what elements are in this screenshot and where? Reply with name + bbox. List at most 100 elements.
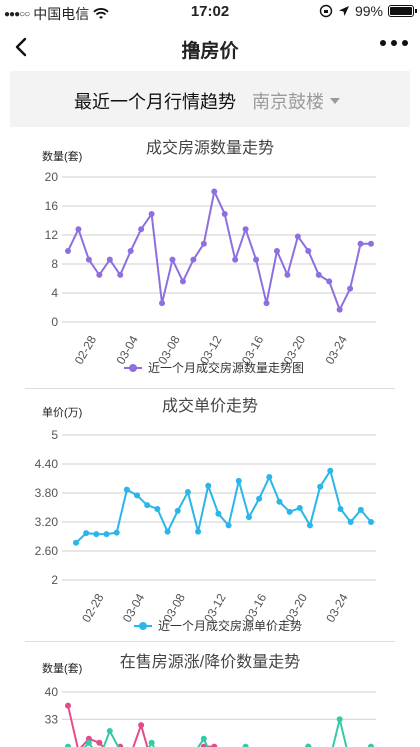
- data-point: [221, 210, 228, 217]
- city-name: 南京鼓楼: [252, 92, 324, 112]
- location-arrow-icon: [338, 6, 349, 16]
- data-point: [148, 210, 155, 217]
- data-point: [368, 519, 374, 525]
- nav-bar: 撸房价: [0, 24, 420, 70]
- wifi-icon: [93, 8, 109, 19]
- signal-strength-icon: ●●●○○: [4, 8, 30, 20]
- data-point: [85, 739, 92, 746]
- data-point: [96, 271, 103, 278]
- chart-ylabel-volume: 数量(套): [42, 151, 83, 163]
- chart-title-listing: 在售房源涨/降价数量走势: [119, 654, 301, 671]
- data-point: [347, 519, 354, 525]
- y-tick-label: 2: [51, 573, 58, 587]
- data-point: [326, 278, 333, 285]
- back-button[interactable]: [8, 32, 38, 62]
- page-title: 撸房价: [181, 41, 239, 62]
- y-tick-label: 2.60: [35, 544, 59, 558]
- data-point: [93, 531, 100, 538]
- series-line: [75, 468, 372, 544]
- y-tick-label: 33: [45, 712, 59, 726]
- x-tick-label: 02-28: [72, 333, 100, 367]
- data-point: [336, 716, 343, 723]
- more-dot-icon: [380, 40, 386, 46]
- battery-percent: 99%: [354, 3, 383, 19]
- data-point: [225, 522, 232, 529]
- data-point: [245, 514, 252, 521]
- data-point: [273, 247, 280, 254]
- data-point: [232, 256, 239, 263]
- data-point: [242, 226, 249, 233]
- data-point: [154, 505, 161, 512]
- data-point: [113, 529, 120, 536]
- data-point: [305, 247, 312, 254]
- data-point: [200, 240, 207, 247]
- data-point: [200, 735, 207, 742]
- series-line: [67, 719, 372, 747]
- data-point: [276, 498, 283, 505]
- y-tick-label: 40: [45, 685, 59, 699]
- x-tick-label: 03-24: [323, 591, 351, 625]
- y-tick-label: 0: [51, 315, 58, 329]
- y-tick-label: 8: [51, 257, 58, 271]
- y-tick-label: 5: [51, 428, 58, 442]
- data-point: [242, 743, 249, 747]
- data-point: [368, 240, 374, 247]
- data-point: [205, 482, 212, 489]
- trend-filter-bar: 最近一个月行情趋势 南京鼓楼: [10, 71, 410, 127]
- data-point: [117, 271, 124, 278]
- data-point: [106, 728, 113, 734]
- data-point: [317, 483, 324, 490]
- chart-title-price: 成交单价走势: [161, 398, 258, 415]
- x-tick-label: 02-28: [79, 591, 107, 625]
- rotation-lock-icon: [319, 4, 333, 18]
- chart-title-volume: 成交房源数量走势: [145, 140, 274, 157]
- series-line: [67, 188, 371, 313]
- data-point: [106, 256, 113, 263]
- data-point: [253, 256, 260, 263]
- data-point: [190, 256, 197, 263]
- data-point: [211, 743, 218, 747]
- data-point: [159, 300, 166, 307]
- data-point: [65, 702, 71, 709]
- data-point: [138, 722, 145, 729]
- data-point: [96, 739, 103, 746]
- x-tick-label: 03-04: [113, 333, 141, 367]
- trend-period-label: 最近一个月行情趋势: [74, 92, 236, 112]
- data-point: [174, 507, 181, 514]
- data-point: [296, 504, 303, 511]
- data-point: [337, 505, 344, 512]
- data-point: [305, 743, 312, 747]
- y-tick-label: 3.80: [35, 486, 59, 500]
- data-point: [184, 489, 191, 496]
- data-point: [336, 306, 343, 313]
- legend-label: 近一个月成交房源单价走势: [158, 618, 302, 633]
- data-point: [286, 508, 293, 515]
- data-point: [263, 300, 270, 307]
- data-point: [75, 226, 82, 233]
- legend-marker-icon: [139, 622, 147, 630]
- section-divider: [25, 388, 395, 389]
- city-selector[interactable]: 南京鼓楼: [252, 88, 340, 114]
- battery-icon: [388, 5, 417, 17]
- data-point: [211, 188, 218, 195]
- data-point: [65, 743, 71, 747]
- data-point: [215, 510, 222, 517]
- listing-change-chart: 33 40: [45, 685, 376, 747]
- data-point: [127, 247, 134, 254]
- data-point: [103, 531, 110, 538]
- data-point: [315, 271, 322, 278]
- section-divider: [25, 641, 395, 642]
- y-tick-label: 4: [51, 286, 58, 300]
- legend-label: 近一个月成交房源数量走势图: [148, 360, 304, 375]
- data-point: [123, 486, 130, 493]
- data-point: [284, 271, 291, 278]
- more-dot-icon: [402, 40, 408, 46]
- data-point: [164, 528, 171, 535]
- data-point: [256, 495, 263, 502]
- more-button[interactable]: [380, 40, 408, 46]
- data-point: [347, 285, 354, 292]
- data-point: [138, 226, 145, 233]
- data-point: [306, 522, 313, 529]
